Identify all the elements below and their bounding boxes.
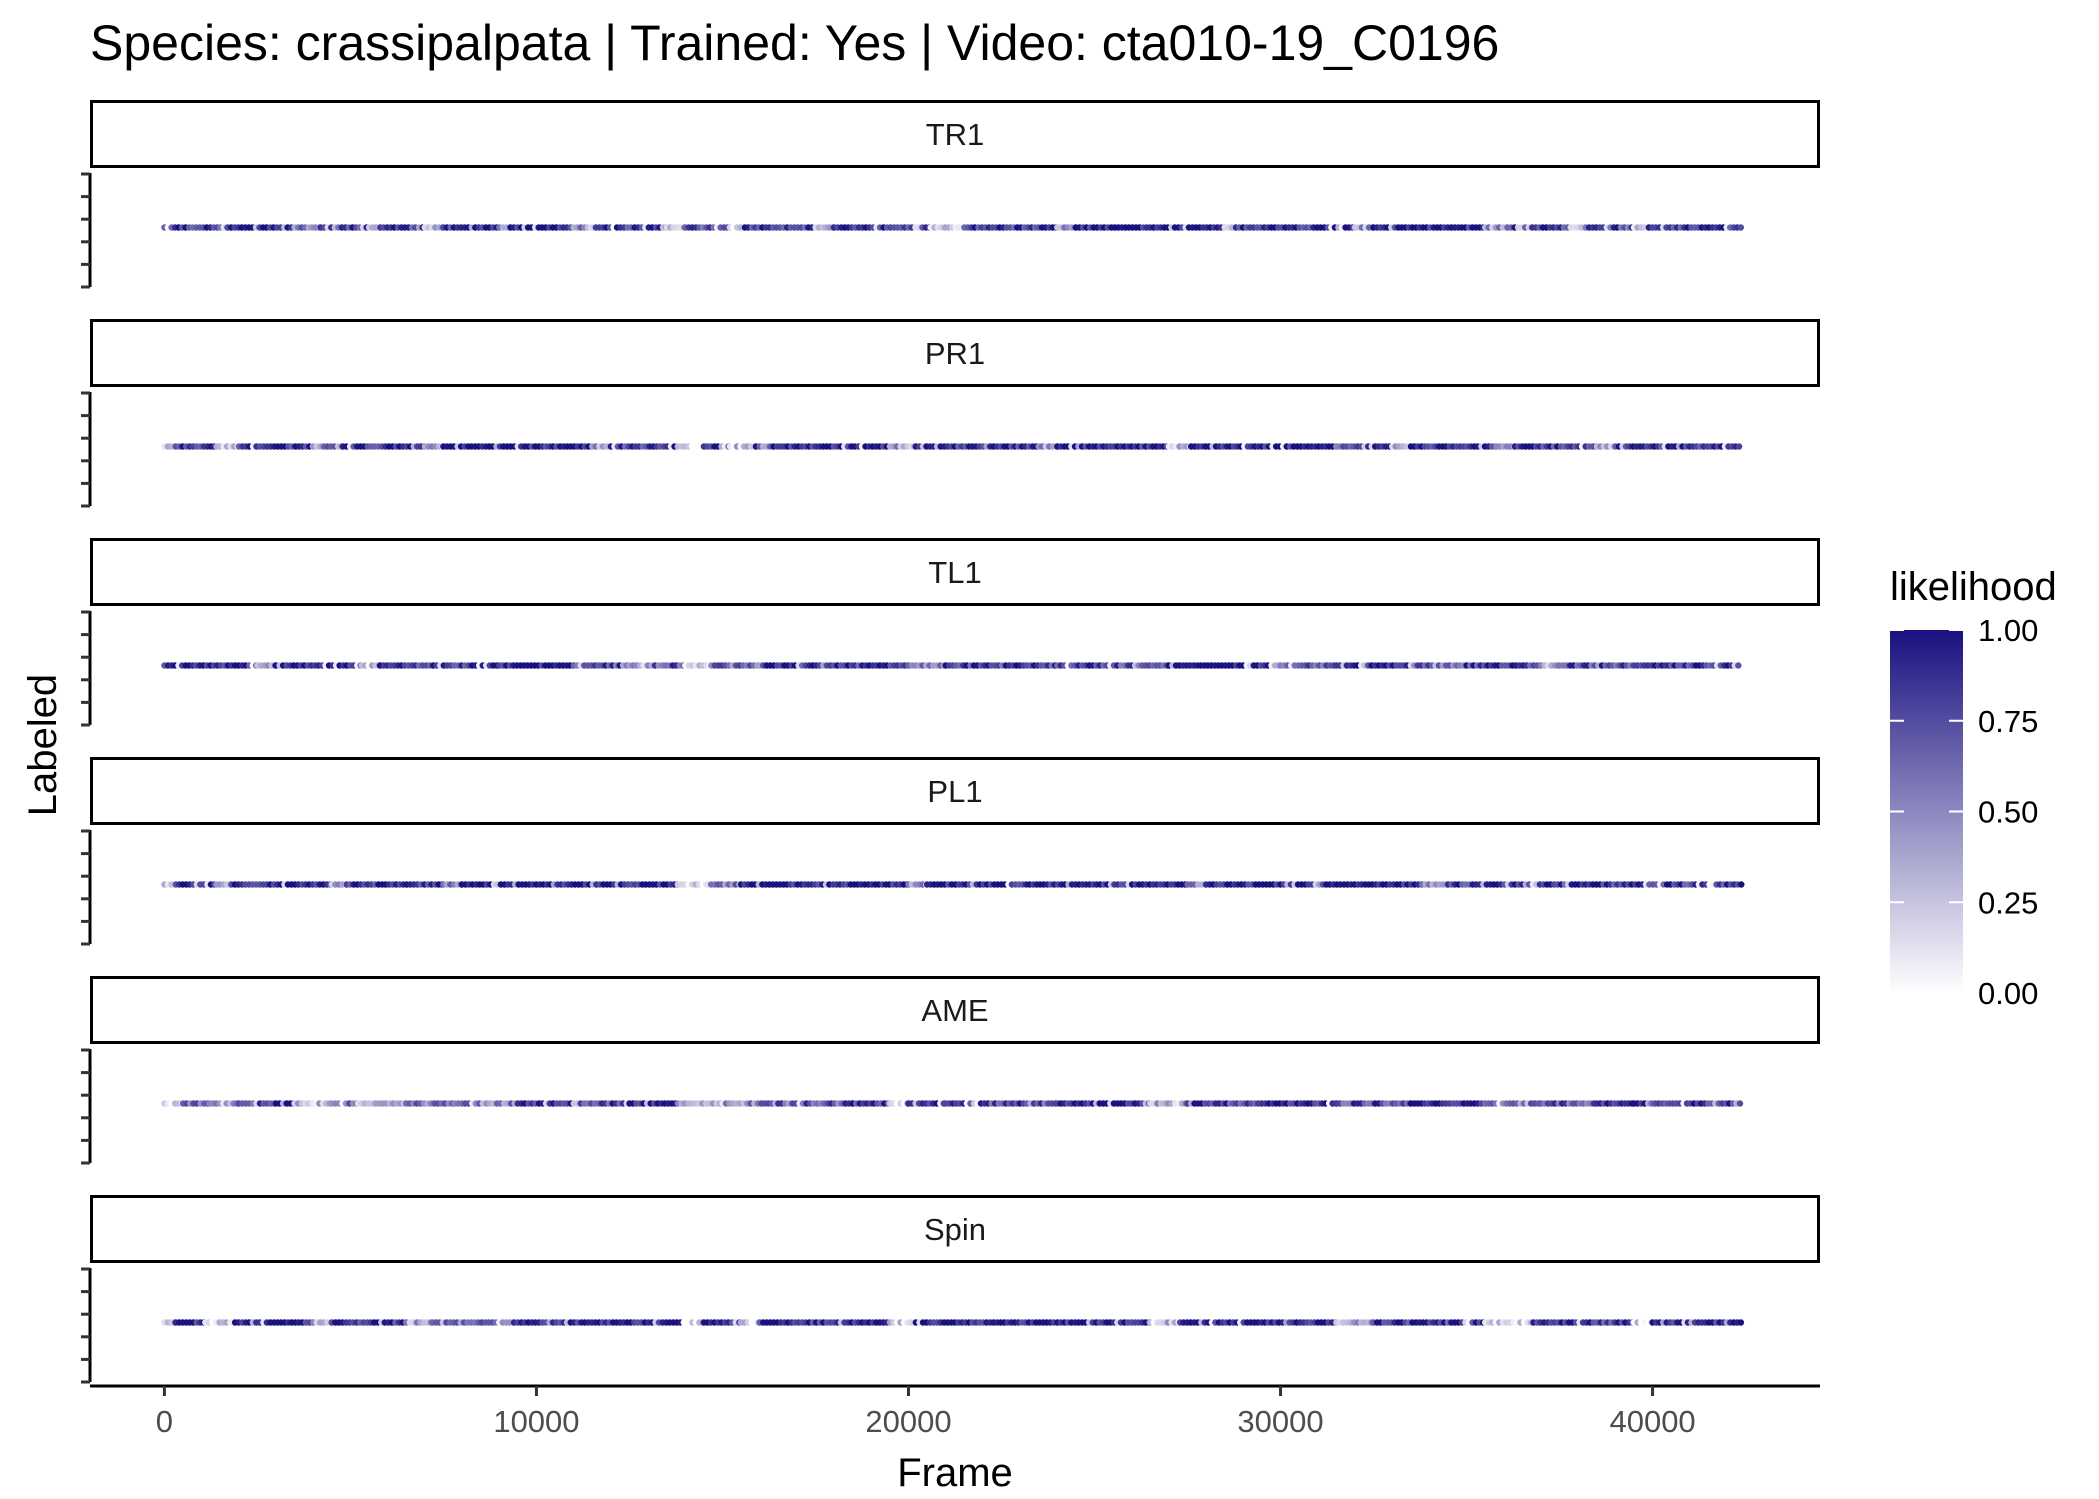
- data-point: [1735, 443, 1743, 450]
- legend-ticks: 0.00 0.25 0.50 0.75 1.00: [1890, 613, 2038, 1011]
- points-ame: [161, 1100, 1744, 1107]
- facet-strip: [90, 319, 1820, 387]
- facet-strip-label: Spin: [924, 1212, 986, 1247]
- x-tick-label: 40000: [1609, 1404, 1695, 1439]
- facet-strip: [90, 538, 1820, 606]
- facet-strip-label: PR1: [925, 336, 985, 371]
- x-tick-label: 0: [156, 1404, 173, 1439]
- x-axis-title: Frame: [897, 1451, 1013, 1495]
- facet-panel-tr1: TR1: [81, 100, 1820, 289]
- facet-panel-spin: Spin: [81, 1195, 1820, 1384]
- legend-tick-label: 0.75: [1978, 704, 2038, 739]
- x-tick-label: 20000: [865, 1404, 951, 1439]
- x-tick-label: 10000: [493, 1404, 579, 1439]
- chart-title: Species: crassipalpata | Trained: Yes | …: [90, 15, 1499, 71]
- facet-strip: [90, 976, 1820, 1044]
- data-point: [1738, 881, 1745, 888]
- legend-tick-label: 0.50: [1978, 795, 2038, 830]
- facet-strip: [90, 1195, 1820, 1263]
- legend-tick-label: 0.25: [1978, 885, 2038, 920]
- points-tr1: [161, 224, 1745, 231]
- points-pr1: [161, 443, 1743, 450]
- legend-tick-label: 1.00: [1978, 613, 2038, 648]
- facet-panel-pl1: PL1: [81, 757, 1820, 946]
- facet-strip-label: TR1: [926, 117, 985, 152]
- facet-strip: [90, 757, 1820, 825]
- data-point: [1735, 662, 1742, 669]
- legend-tick-label: 0.00: [1978, 976, 2038, 1011]
- x-axis-ticks: 0 10000 20000 30000 40000: [156, 1386, 1696, 1439]
- points-tl1: [161, 662, 1742, 669]
- facet-strip-label: AME: [921, 993, 988, 1028]
- legend-title: likelihood: [1890, 565, 2057, 609]
- x-tick-label: 30000: [1237, 1404, 1323, 1439]
- facet-strip-label: PL1: [927, 774, 982, 809]
- facet-panel-pr1: PR1: [81, 319, 1820, 508]
- data-point: [1737, 224, 1745, 231]
- data-point: [1736, 1100, 1744, 1107]
- data-point: [1737, 1319, 1745, 1326]
- legend: likelihood 0.00 0.25 0.50 0.75 1.00: [1890, 565, 2057, 1011]
- y-axis-title: Labeled: [21, 674, 65, 816]
- facet-panel-ame: AME: [81, 976, 1820, 1165]
- facet-strip-label: TL1: [928, 555, 981, 590]
- facet-panels: TR1 PR1 TL1 PL1 AME Spin: [81, 100, 1820, 1384]
- facet-panel-tl1: TL1: [81, 538, 1820, 727]
- points-spin: [161, 1319, 1745, 1326]
- points-pl1: [161, 881, 1745, 888]
- facet-strip: [90, 100, 1820, 168]
